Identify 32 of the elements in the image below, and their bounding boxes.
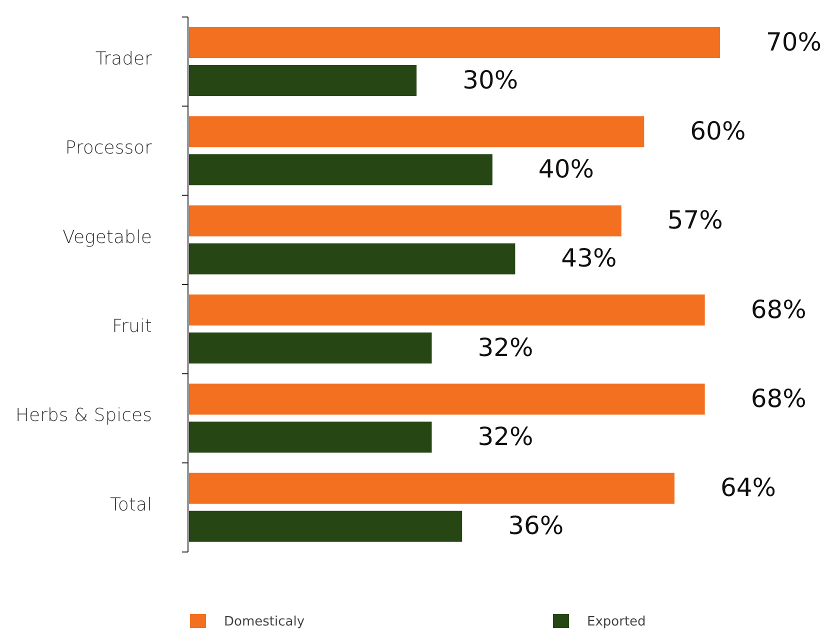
data-label: 32% bbox=[478, 332, 534, 362]
bar bbox=[189, 154, 492, 186]
bar bbox=[189, 422, 432, 453]
bar bbox=[189, 205, 622, 236]
data-label: 70% bbox=[766, 27, 822, 56]
data-label: 43% bbox=[561, 244, 617, 273]
legend-label: Exported bbox=[587, 614, 646, 630]
y-tick-label: Fruit bbox=[112, 316, 152, 338]
y-tick-label: Total bbox=[110, 494, 152, 516]
data-label: 57% bbox=[667, 206, 723, 235]
y-tick-label: Processor bbox=[65, 138, 153, 159]
data-label: 64% bbox=[720, 473, 776, 502]
bar bbox=[189, 27, 720, 58]
bar bbox=[189, 294, 705, 326]
data-label: 60% bbox=[690, 116, 746, 146]
data-label: 36% bbox=[508, 511, 564, 540]
bar bbox=[189, 510, 462, 542]
data-label: 68% bbox=[750, 384, 806, 414]
data-label: 68% bbox=[750, 294, 806, 324]
data-label: 32% bbox=[478, 422, 534, 452]
legend-label: Domesticaly bbox=[224, 614, 305, 630]
bar bbox=[189, 472, 674, 504]
y-tick-label: Herbs & Spices bbox=[16, 405, 152, 426]
bar bbox=[189, 243, 516, 274]
bar bbox=[189, 332, 432, 364]
bar bbox=[189, 384, 705, 415]
y-tick-label: Vegetable bbox=[62, 226, 152, 248]
data-label: 30% bbox=[462, 65, 518, 94]
y-tick-label: Trader bbox=[95, 48, 153, 70]
bar bbox=[189, 65, 417, 96]
data-label: 40% bbox=[538, 154, 594, 184]
bar bbox=[189, 116, 644, 148]
